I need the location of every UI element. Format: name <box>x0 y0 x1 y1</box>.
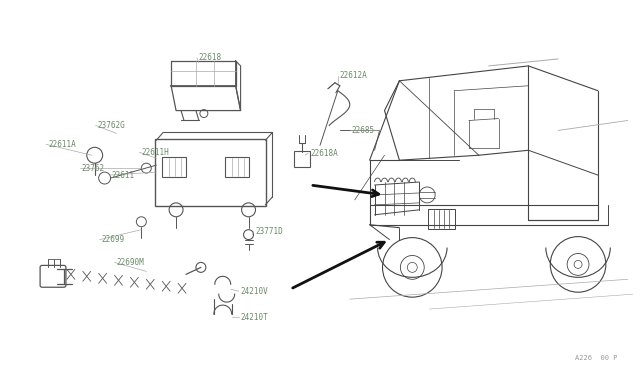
Text: 23762: 23762 <box>82 164 105 173</box>
Text: 23771D: 23771D <box>255 227 284 236</box>
Text: 22611: 22611 <box>111 171 134 180</box>
Text: 22611H: 22611H <box>141 148 169 157</box>
Text: 22611A: 22611A <box>48 140 76 149</box>
Text: 24210T: 24210T <box>241 312 268 321</box>
Text: 22618: 22618 <box>199 54 222 62</box>
Text: 22685: 22685 <box>352 126 375 135</box>
Text: 22618A: 22618A <box>310 149 338 158</box>
Text: 22690M: 22690M <box>116 258 144 267</box>
Text: 23762G: 23762G <box>98 121 125 130</box>
Text: 24210V: 24210V <box>241 287 268 296</box>
Text: 22699: 22699 <box>102 235 125 244</box>
Text: 22612A: 22612A <box>340 71 367 80</box>
Text: A226  00 P: A226 00 P <box>575 355 618 361</box>
